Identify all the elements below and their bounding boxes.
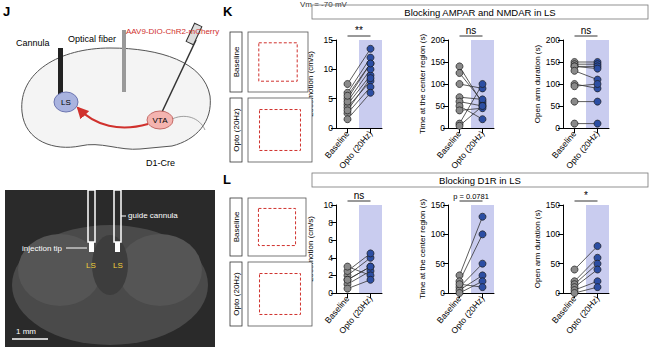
svg-text:guide cannula: guide cannula xyxy=(128,211,178,220)
svg-text:10: 10 xyxy=(324,64,334,74)
svg-text:Time at the center region (s): Time at the center region (s) xyxy=(418,34,427,135)
svg-text:Baseline: Baseline xyxy=(232,46,241,77)
svg-text:Opto (20Hz): Opto (20Hz) xyxy=(564,294,602,336)
svg-text:100: 100 xyxy=(546,229,560,239)
svg-text:10: 10 xyxy=(324,200,334,210)
svg-text:L: L xyxy=(223,172,231,187)
svg-text:Blocking AMPAR and NMDAR in LS: Blocking AMPAR and NMDAR in LS xyxy=(404,7,555,18)
svg-text:Baseline: Baseline xyxy=(434,128,464,161)
svg-text:8: 8 xyxy=(328,218,333,228)
svg-text:D1-Cre: D1-Cre xyxy=(146,158,175,168)
svg-text:Baseline: Baseline xyxy=(549,293,579,326)
svg-text:0: 0 xyxy=(440,123,445,133)
svg-text:Opto (20Hz): Opto (20Hz) xyxy=(232,272,241,316)
svg-text:*: * xyxy=(584,190,588,201)
svg-text:Opto (20Hz): Opto (20Hz) xyxy=(449,294,487,336)
svg-text:0: 0 xyxy=(555,123,560,133)
svg-text:15: 15 xyxy=(324,35,334,45)
svg-text:150: 150 xyxy=(431,57,445,67)
svg-text:6: 6 xyxy=(328,235,333,245)
svg-text:50: 50 xyxy=(436,101,446,111)
svg-text:Opto (20Hz): Opto (20Hz) xyxy=(232,108,241,152)
svg-text:LS: LS xyxy=(113,261,123,270)
svg-text:LS: LS xyxy=(61,98,71,107)
svg-text:Opto (20Hz): Opto (20Hz) xyxy=(337,294,375,336)
svg-text:2: 2 xyxy=(328,270,333,280)
svg-text:150: 150 xyxy=(546,200,560,210)
svg-text:Open arm duration (s): Open arm duration (s) xyxy=(533,210,542,289)
svg-text:ns: ns xyxy=(354,190,365,201)
svg-text:Opto (20Hz): Opto (20Hz) xyxy=(337,129,375,171)
svg-text:0: 0 xyxy=(328,288,333,298)
svg-text:Baseline: Baseline xyxy=(322,293,352,326)
svg-text:Time at the center region (s): Time at the center region (s) xyxy=(418,199,427,300)
svg-text:Locomotion (cm/s): Locomotion (cm/s) xyxy=(306,216,315,282)
svg-text:Vm = -70 mV: Vm = -70 mV xyxy=(300,0,348,9)
svg-text:50: 50 xyxy=(436,259,446,269)
svg-text:0: 0 xyxy=(440,288,445,298)
svg-text:injection tip: injection tip xyxy=(22,244,63,253)
svg-text:150: 150 xyxy=(431,200,445,210)
svg-text:Cannula: Cannula xyxy=(16,38,50,48)
svg-text:200: 200 xyxy=(546,35,560,45)
svg-text:J: J xyxy=(3,4,10,19)
svg-text:**: ** xyxy=(355,25,363,36)
svg-text:Optical fiber: Optical fiber xyxy=(68,34,116,44)
svg-text:Locomotion (cm/s): Locomotion (cm/s) xyxy=(306,51,315,117)
svg-text:50: 50 xyxy=(551,101,561,111)
svg-text:4: 4 xyxy=(328,253,333,263)
svg-text:LS: LS xyxy=(86,261,96,270)
svg-text:Baseline: Baseline xyxy=(549,128,579,161)
svg-text:VTA: VTA xyxy=(153,116,169,125)
svg-text:0: 0 xyxy=(555,288,560,298)
svg-text:0: 0 xyxy=(328,123,333,133)
svg-text:Baseline: Baseline xyxy=(322,128,352,161)
svg-text:Opto (20Hz): Opto (20Hz) xyxy=(564,129,602,171)
svg-text:1 mm: 1 mm xyxy=(16,327,36,336)
svg-text:ns: ns xyxy=(581,25,592,36)
svg-text:100: 100 xyxy=(546,79,560,89)
svg-text:Opto (20Hz): Opto (20Hz) xyxy=(449,129,487,171)
svg-text:100: 100 xyxy=(431,229,445,239)
svg-text:ns: ns xyxy=(466,25,477,36)
svg-text:Open arm duration (s): Open arm duration (s) xyxy=(533,45,542,124)
svg-text:Baseline: Baseline xyxy=(232,211,241,242)
svg-text:K: K xyxy=(223,4,233,19)
svg-text:p = 0.0781: p = 0.0781 xyxy=(453,192,489,201)
svg-text:200: 200 xyxy=(431,35,445,45)
svg-text:Blocking D1R in LS: Blocking D1R in LS xyxy=(439,175,521,186)
svg-text:50: 50 xyxy=(551,259,561,269)
svg-text:100: 100 xyxy=(431,79,445,89)
svg-text:5: 5 xyxy=(328,94,333,104)
svg-text:Baseline: Baseline xyxy=(434,293,464,326)
svg-text:AAV9-DIO-ChR2-mCherry: AAV9-DIO-ChR2-mCherry xyxy=(126,27,219,36)
svg-text:150: 150 xyxy=(546,57,560,67)
